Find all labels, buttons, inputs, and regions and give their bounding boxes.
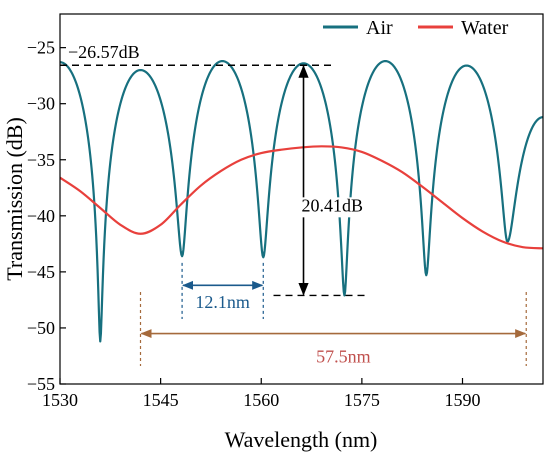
x-tick-label: 1590: [445, 390, 481, 410]
legend-air-label: Air: [366, 17, 393, 39]
y-axis: −55 −50 −45 −40 −35 −30 −25: [27, 38, 66, 394]
y-tick-label: −50: [27, 318, 55, 338]
y-tick-label: −35: [27, 150, 55, 170]
fsr-air-label: 12.1nm: [195, 292, 250, 312]
y-tick-label: −25: [27, 38, 55, 58]
plot-frame: [59, 13, 544, 385]
y-tick-label: −55: [27, 374, 55, 394]
x-axis: 1530 1545 1560 1575 1590: [42, 378, 481, 410]
depth-label-bg: [299, 197, 384, 218]
x-tick-label: 1545: [143, 390, 179, 410]
y-tick-label: −30: [27, 94, 55, 114]
annotation-layer: −26.57dB 20.41dB 12.1nm 57.5nm: [60, 42, 527, 367]
series-air-line: [60, 59, 543, 343]
x-tick-label: 1560: [243, 390, 279, 410]
x-tick-label: 1575: [344, 390, 380, 410]
y-tick-label: −40: [27, 206, 55, 226]
peak-value-label: −26.57dB: [68, 42, 140, 62]
y-axis-label: Transmission (dB): [2, 117, 27, 281]
y-tick-label: −45: [27, 262, 55, 282]
x-tick-label: 1530: [42, 390, 78, 410]
fsr-water-label: 57.5nm: [316, 347, 371, 367]
legend-water-label: Water: [461, 17, 509, 39]
depth-value-label: 20.41dB: [302, 195, 364, 215]
legend: Air Water: [323, 17, 509, 39]
x-axis-label: Wavelength (nm): [225, 427, 378, 452]
